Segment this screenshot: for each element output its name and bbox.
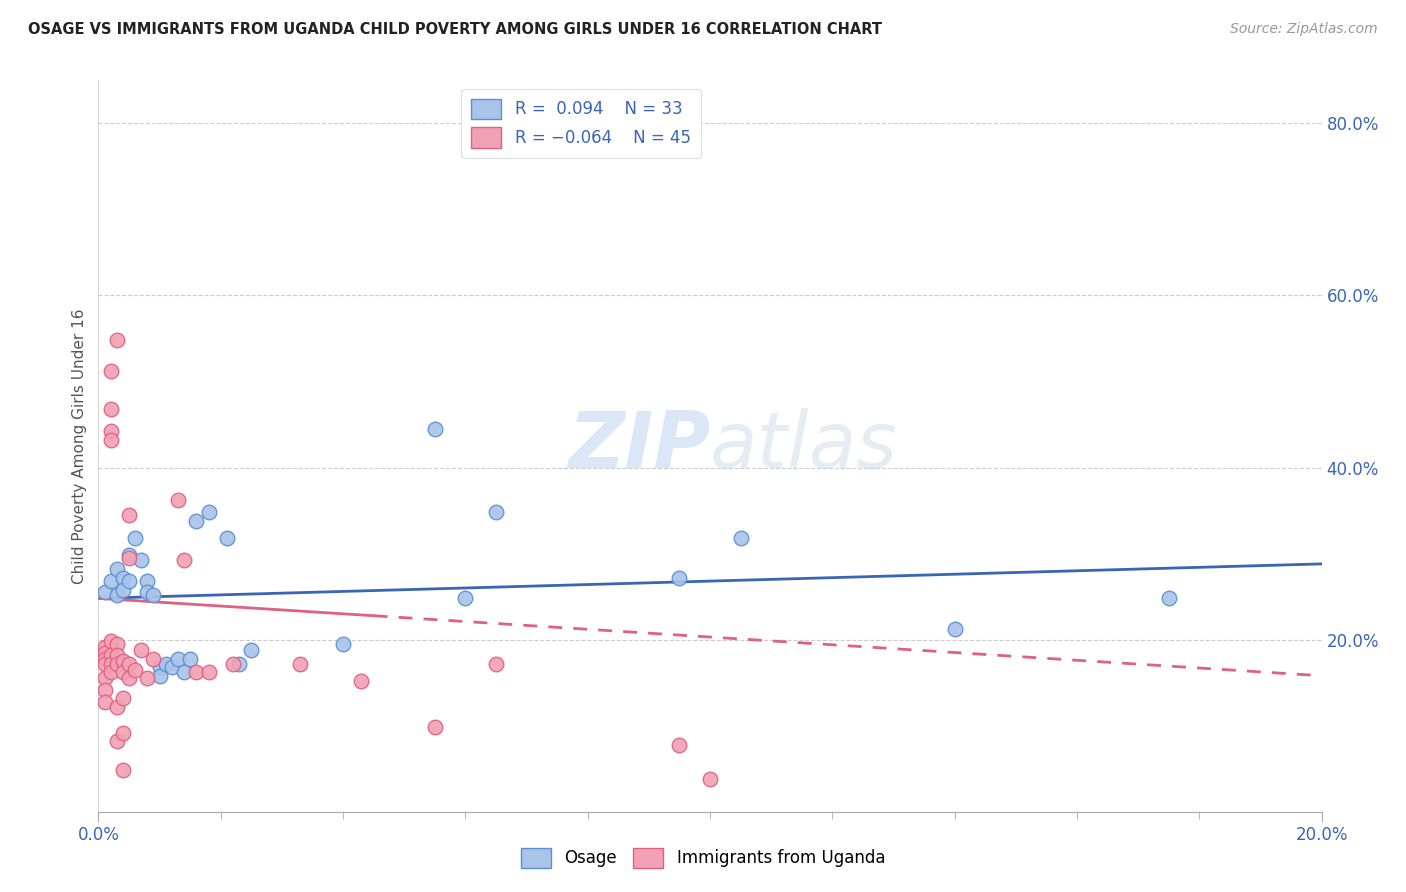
Point: [129, 643, 152, 657]
Point: [350, 673, 373, 688]
Point: [118, 657, 141, 671]
Point: [485, 505, 508, 519]
Point: [105, 734, 128, 748]
Point: [332, 637, 354, 651]
Point: [149, 669, 172, 683]
Point: [423, 422, 446, 436]
Point: [136, 671, 159, 685]
Point: [155, 657, 177, 671]
Point: [699, 772, 721, 786]
Point: [124, 663, 146, 677]
Point: [100, 364, 122, 378]
Point: [485, 657, 508, 671]
Point: [111, 725, 134, 739]
Point: [111, 582, 134, 597]
Point: [111, 665, 134, 680]
Point: [240, 643, 263, 657]
Point: [668, 738, 690, 752]
Point: [105, 699, 128, 714]
Point: [111, 571, 134, 585]
Point: [100, 657, 122, 671]
Point: [118, 549, 141, 563]
Point: [105, 657, 128, 671]
Point: [93, 657, 115, 671]
Point: [423, 720, 446, 734]
Point: [173, 665, 195, 680]
Point: [118, 508, 141, 522]
Point: [93, 646, 115, 660]
Point: [100, 402, 122, 417]
Point: [668, 571, 690, 585]
Point: [111, 691, 134, 706]
Point: [186, 665, 208, 680]
Point: [111, 654, 134, 668]
Point: [124, 531, 146, 545]
Point: [100, 665, 122, 680]
Point: [197, 665, 219, 680]
Point: [100, 574, 122, 588]
Point: [100, 433, 122, 447]
Point: [118, 574, 141, 588]
Point: [454, 591, 477, 606]
Point: [100, 425, 122, 439]
Y-axis label: Child Poverty Among Girls Under 16: Child Poverty Among Girls Under 16: [72, 309, 87, 583]
Point: [111, 764, 134, 778]
Point: [105, 333, 128, 347]
Point: [222, 657, 245, 671]
Point: [93, 585, 115, 599]
Point: [730, 531, 752, 545]
Point: [136, 585, 159, 599]
Text: atlas: atlas: [710, 408, 898, 484]
Text: ZIP: ZIP: [568, 408, 710, 484]
Point: [105, 562, 128, 576]
Point: [142, 651, 165, 665]
Point: [179, 651, 201, 665]
Point: [93, 640, 115, 654]
Point: [228, 657, 250, 671]
Point: [167, 493, 190, 508]
Point: [129, 553, 152, 567]
Point: [173, 553, 195, 567]
Text: OSAGE VS IMMIGRANTS FROM UGANDA CHILD POVERTY AMONG GIRLS UNDER 16 CORRELATION C: OSAGE VS IMMIGRANTS FROM UGANDA CHILD PO…: [28, 22, 882, 37]
Point: [105, 637, 128, 651]
Point: [93, 695, 115, 709]
Point: [100, 648, 122, 662]
Legend: R =  0.094    N = 33, R = −0.064    N = 45: R = 0.094 N = 33, R = −0.064 N = 45: [461, 88, 700, 158]
Point: [160, 660, 183, 674]
Point: [105, 588, 128, 602]
Point: [167, 651, 190, 665]
Point: [105, 648, 128, 662]
Point: [149, 660, 172, 674]
Point: [197, 505, 219, 519]
Point: [215, 531, 238, 545]
Point: [118, 550, 141, 565]
Point: [93, 651, 115, 665]
Point: [100, 634, 122, 648]
Point: [136, 574, 159, 588]
Point: [142, 588, 165, 602]
Text: Source: ZipAtlas.com: Source: ZipAtlas.com: [1230, 22, 1378, 37]
Point: [186, 514, 208, 528]
Point: [93, 682, 115, 697]
Point: [93, 671, 115, 685]
Point: [943, 622, 966, 636]
Point: [1157, 591, 1180, 606]
Point: [118, 671, 141, 685]
Point: [290, 657, 312, 671]
Legend: Osage, Immigrants from Uganda: Osage, Immigrants from Uganda: [515, 841, 891, 875]
